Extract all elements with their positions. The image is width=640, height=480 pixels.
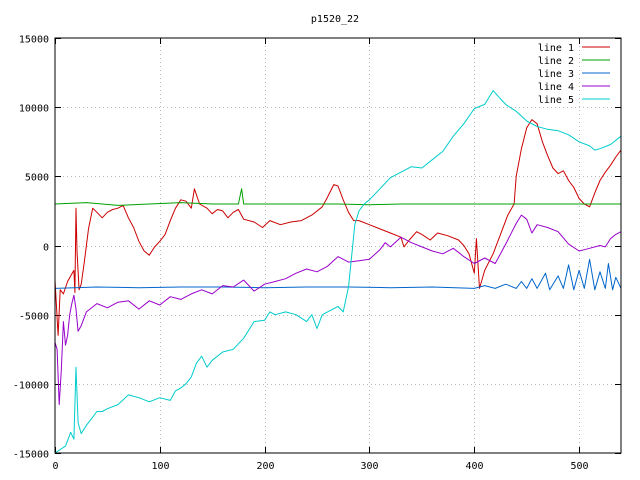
series-line-5 xyxy=(54,90,622,454)
y-tick-label: -5000 xyxy=(19,312,49,323)
x-tick-label: 500 xyxy=(570,461,588,472)
series-line-4 xyxy=(54,214,622,406)
y-tick-label: 10000 xyxy=(19,104,49,115)
y-tick-label: 0 xyxy=(43,243,49,254)
chart-title: p1520_22 xyxy=(311,14,359,25)
legend-label-1: line 1 xyxy=(538,43,574,54)
series-line-2 xyxy=(54,188,621,206)
x-tick-label: 200 xyxy=(256,461,274,472)
y-tick-label: -15000 xyxy=(13,450,49,461)
x-tick-label: 0 xyxy=(52,461,58,472)
x-tick-label: 400 xyxy=(465,461,483,472)
series-line-3 xyxy=(54,258,622,291)
x-tick-label: 100 xyxy=(151,461,169,472)
y-tick-label: 15000 xyxy=(19,35,49,46)
legend-label-3: line 3 xyxy=(538,69,574,80)
plot-frame xyxy=(54,37,622,454)
series-line-1 xyxy=(54,119,622,336)
legend-label-2: line 2 xyxy=(538,56,574,67)
y-tick-label: 5000 xyxy=(25,173,49,184)
axes: 0 100 200 300 400 500 -15000 -10000 -5000 0 5000 10… xyxy=(13,35,621,472)
series-group xyxy=(54,90,622,454)
legend-label-5: line 5 xyxy=(538,95,574,106)
grid xyxy=(55,38,621,453)
y-tick-label: -10000 xyxy=(13,381,49,392)
legend-label-4: line 4 xyxy=(538,82,574,93)
legend: line 1 line 2 line 3 line 4 line 5 xyxy=(538,43,610,106)
x-tick-label: 300 xyxy=(360,461,378,472)
